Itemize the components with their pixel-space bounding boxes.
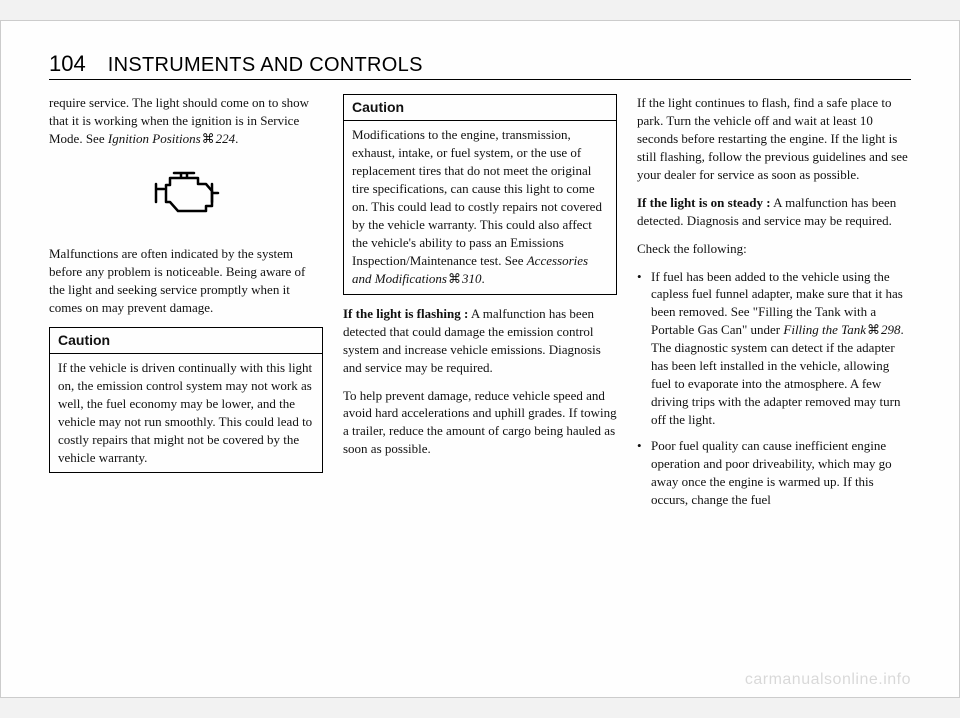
list-item: Poor fuel quality can cause inefficient … <box>637 437 911 509</box>
caution-head: Caution <box>344 95 616 121</box>
manual-page: 104 INSTRUMENTS AND CONTROLS require ser… <box>0 20 960 698</box>
para-continues-flash: If the light continues to flash, find a … <box>637 94 911 184</box>
column-2: Caution Modifications to the engine, tra… <box>343 94 617 519</box>
caution-body: If the vehicle is driven continually wit… <box>50 354 322 473</box>
text: . <box>235 131 238 146</box>
page-number: 104 <box>49 51 86 77</box>
list-item: If fuel has been added to the vehicle us… <box>637 268 911 429</box>
para-flashing: If the light is flashing : A malfunction… <box>343 305 617 377</box>
ref-page: 298 <box>881 322 901 337</box>
para-intro: require service. The light should come o… <box>49 94 323 148</box>
watermark: carmanualsonline.info <box>745 671 911 689</box>
lead-flashing: If the light is flashing : <box>343 306 468 321</box>
ref-symbol: ⌘ <box>202 130 215 148</box>
ref-filling-tank: Filling the Tank <box>783 322 866 337</box>
section-title: INSTRUMENTS AND CONTROLS <box>108 54 423 77</box>
ref-page: 310 <box>462 271 482 286</box>
ref-ignition: Ignition Positions <box>108 131 201 146</box>
para-steady: If the light is on steady : A malfunctio… <box>637 194 911 230</box>
caution-box-1: Caution If the vehicle is driven continu… <box>49 327 323 474</box>
ref-page: 224 <box>216 131 236 146</box>
text: . The diagnostic system can detect if th… <box>651 322 904 427</box>
page-header: 104 INSTRUMENTS AND CONTROLS <box>49 51 911 80</box>
text: Modifications to the engine, transmissio… <box>352 127 602 268</box>
caution-box-2: Caution Modifications to the engine, tra… <box>343 94 617 295</box>
para-check: Check the following: <box>637 240 911 258</box>
caution-body: Modifications to the engine, transmissio… <box>344 121 616 293</box>
check-list: If fuel has been added to the vehicle us… <box>637 268 911 509</box>
engine-icon <box>49 166 323 223</box>
column-1: require service. The light should come o… <box>49 94 323 519</box>
content-columns: require service. The light should come o… <box>49 94 911 519</box>
para-prevent-damage: To help prevent damage, reduce vehicle s… <box>343 387 617 459</box>
lead-steady: If the light is on steady : <box>637 195 771 210</box>
para-malfunction: Malfunctions are often indicated by the … <box>49 245 323 317</box>
caution-head: Caution <box>50 328 322 354</box>
column-3: If the light continues to flash, find a … <box>637 94 911 519</box>
ref-symbol: ⌘ <box>867 321 880 339</box>
ref-symbol: ⌘ <box>448 270 461 288</box>
text: . <box>481 271 484 286</box>
